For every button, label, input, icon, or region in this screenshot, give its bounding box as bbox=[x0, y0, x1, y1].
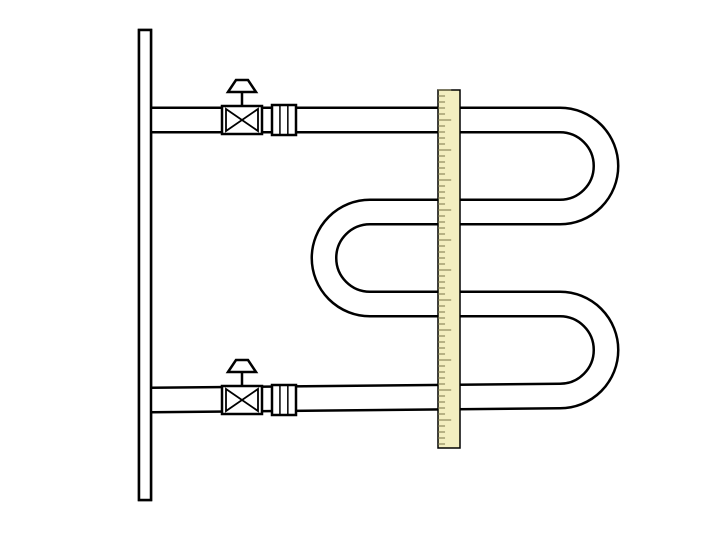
top-fitting bbox=[272, 105, 296, 135]
top-valve-handle bbox=[228, 80, 256, 92]
plumbing-diagram-svg bbox=[0, 0, 720, 540]
ruler-layer bbox=[438, 90, 460, 448]
pipe-body bbox=[151, 120, 606, 400]
pipes-layer bbox=[139, 30, 606, 500]
diagram-container bbox=[0, 0, 720, 540]
bottom-fitting bbox=[272, 385, 296, 415]
pipe-outline bbox=[151, 120, 606, 400]
bottom-valve-handle bbox=[228, 360, 256, 372]
riser-pipe-front bbox=[139, 30, 151, 500]
valves-layer bbox=[222, 80, 296, 415]
